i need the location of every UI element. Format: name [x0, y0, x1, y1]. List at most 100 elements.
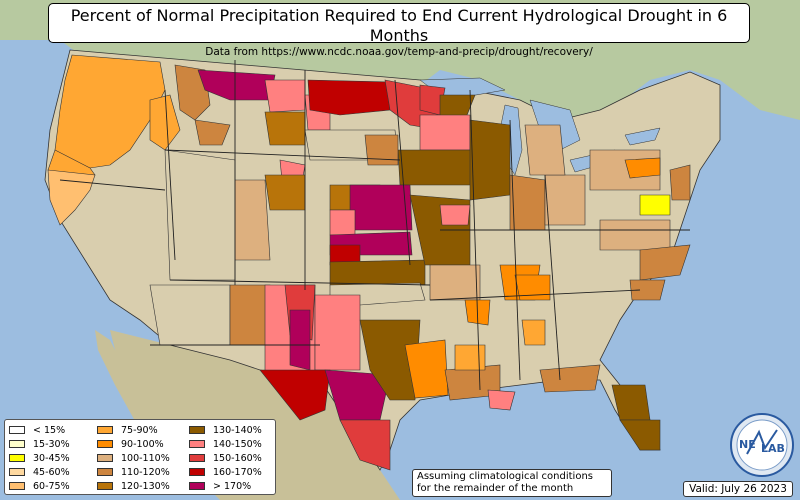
- legend-item: 160-170%: [189, 465, 262, 479]
- legend-label: 120-130%: [121, 480, 170, 492]
- region-kansas-s: [329, 259, 426, 286]
- assumption-note: Assuming climatological conditions for t…: [412, 469, 612, 497]
- note-line-2: for the remainder of the month: [417, 483, 574, 494]
- legend-item: 110-120%: [97, 465, 170, 479]
- region-mo-pink: [439, 204, 471, 226]
- region-al-orange: [521, 319, 546, 346]
- lake-ontario: [624, 127, 661, 146]
- region-e-montana: [264, 111, 306, 146]
- region-iowa: [397, 149, 481, 186]
- region-colorado: [234, 179, 271, 261]
- legend-label: 150-160%: [213, 452, 262, 464]
- legend-item: 45-60%: [9, 465, 70, 479]
- region-sw-montana: [194, 119, 231, 146]
- legend-swatch: [189, 454, 205, 462]
- nex-lab-logo-icon: NE LAB: [730, 413, 794, 477]
- legend-swatch: [9, 482, 25, 490]
- legend-item: 15-30%: [9, 437, 70, 451]
- region-n-montana: [197, 69, 276, 101]
- region-wyoming: [264, 174, 306, 211]
- state-line-9: [469, 89, 481, 391]
- legend-swatch: [9, 468, 25, 476]
- state-line-4: [394, 79, 411, 266]
- region-nm-w: [229, 284, 271, 346]
- legend-label: > 170%: [213, 480, 252, 492]
- legend-swatch: [97, 454, 113, 462]
- legend-item: > 170%: [189, 479, 262, 493]
- logo-text-lab: LAB: [761, 442, 785, 455]
- legend-label: 15-30%: [33, 438, 70, 450]
- region-n-california: [47, 169, 96, 226]
- legend-item: 60-75%: [9, 479, 70, 493]
- region-utah: [164, 149, 236, 281]
- legend-swatch: [189, 482, 205, 490]
- legend-item: 130-140%: [189, 423, 262, 437]
- legend: < 15% 15-30% 30-45% 45-60% 60-75% 75-90%…: [4, 419, 276, 495]
- region-tn: [514, 274, 551, 301]
- legend-swatch: [9, 426, 25, 434]
- region-ny-orange: [624, 157, 661, 179]
- region-pacific-nw: [54, 54, 166, 169]
- region-e-texas: [359, 319, 421, 401]
- legend-swatch: [189, 468, 205, 476]
- state-line-13: [429, 289, 641, 301]
- region-ga-orange: [454, 344, 486, 371]
- legend-item: 90-100%: [97, 437, 170, 451]
- state-line-10: [509, 119, 521, 381]
- legend-item: 75-90%: [97, 423, 170, 437]
- region-w-texas: [259, 369, 331, 421]
- legend-swatch: [97, 440, 113, 448]
- legend-label: 130-140%: [213, 424, 262, 436]
- legend-swatch: [97, 468, 113, 476]
- region-s-florida: [619, 419, 661, 451]
- region-nj: [669, 164, 691, 201]
- region-c-montana: [264, 79, 306, 113]
- region-md: [639, 194, 671, 216]
- map-subtitle: Data from https://www.ncdc.noaa.gov/temp…: [205, 46, 593, 58]
- legend-item: 150-160%: [189, 451, 262, 465]
- region-idaho-dark: [149, 94, 181, 151]
- legend-item: 100-110%: [97, 451, 170, 465]
- region-arkansas: [429, 264, 481, 301]
- region-sd-east: [364, 134, 399, 166]
- legend-label: 110-120%: [121, 466, 170, 478]
- region-tx-orange: [404, 339, 449, 399]
- region-wisconsin: [419, 114, 471, 151]
- region-michigan: [524, 124, 566, 176]
- state-line-11: [544, 174, 561, 381]
- legend-swatch: [9, 440, 25, 448]
- legend-label: 160-170%: [213, 466, 262, 478]
- region-nebraska: [349, 184, 413, 231]
- region-nm-purple: [289, 309, 311, 371]
- legend-item: 140-150%: [189, 437, 262, 451]
- legend-swatch: [9, 454, 25, 462]
- region-tx-panhandle: [314, 294, 361, 371]
- legend-label: 60-75%: [33, 480, 70, 492]
- state-line-6: [164, 149, 401, 161]
- legend-item: 120-130%: [97, 479, 170, 493]
- region-arizona: [149, 284, 231, 346]
- state-line-7: [169, 279, 431, 286]
- state-line-1: [164, 89, 176, 261]
- region-sc: [629, 279, 666, 301]
- legend-label: 140-150%: [213, 438, 262, 450]
- region-s-texas: [339, 419, 391, 471]
- legend-label: 30-45%: [33, 452, 70, 464]
- region-la-pink: [487, 389, 516, 411]
- state-line-5: [59, 179, 166, 191]
- legend-col-2: 75-90% 90-100% 100-110% 110-120% 120-130…: [97, 423, 170, 493]
- region-ga-coast: [539, 364, 601, 393]
- note-line-1: Assuming climatological conditions: [417, 471, 593, 482]
- region-va: [599, 219, 671, 251]
- legend-col-3: 130-140% 140-150% 150-160% 160-170% > 17…: [189, 423, 262, 493]
- legend-swatch: [189, 440, 205, 448]
- region-nc: [639, 244, 691, 281]
- legend-swatch: [189, 426, 205, 434]
- legend-item: < 15%: [9, 423, 70, 437]
- region-ne-pink: [329, 209, 356, 236]
- title-box: Percent of Normal Precipitation Required…: [48, 3, 750, 58]
- legend-label: 90-100%: [121, 438, 164, 450]
- legend-label: 75-90%: [121, 424, 158, 436]
- legend-label: 45-60%: [33, 466, 70, 478]
- region-indiana: [509, 174, 546, 231]
